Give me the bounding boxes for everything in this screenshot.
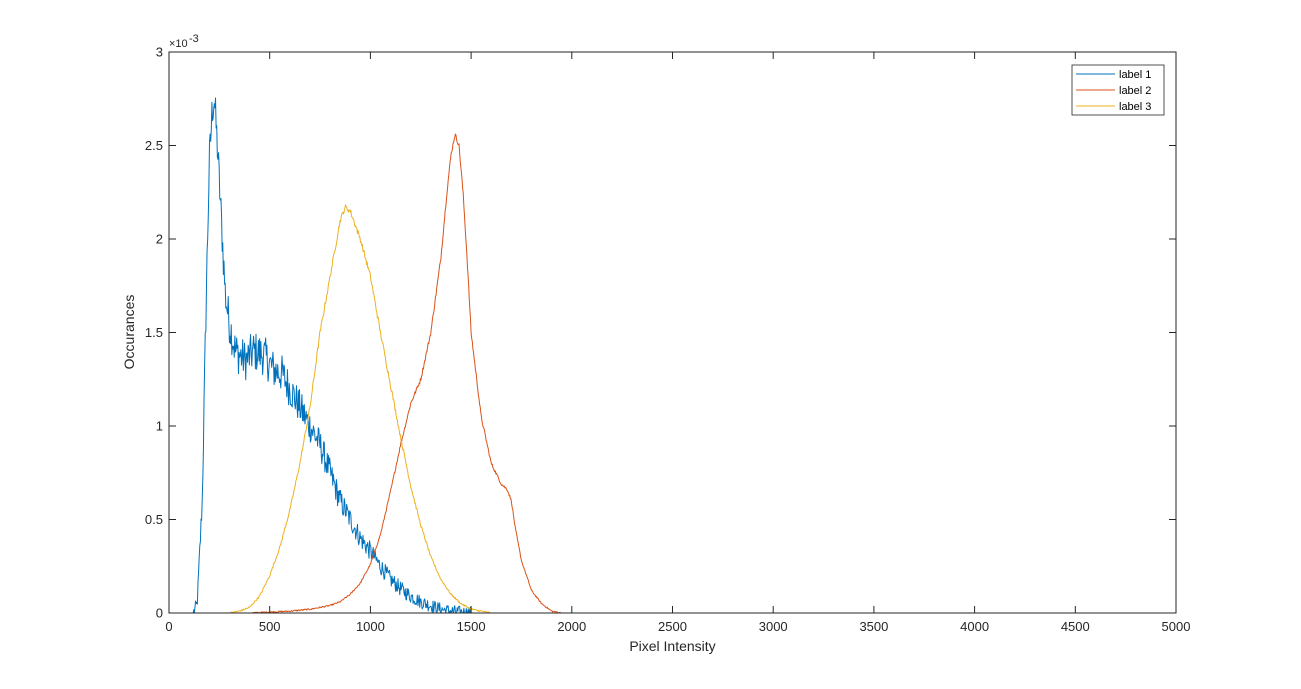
x-tick-label: 2000: [557, 619, 586, 634]
x-tick-label: 4500: [1061, 619, 1090, 634]
axes-box: [168, 51, 1177, 614]
y-exponent-power: -3: [189, 33, 199, 45]
y-tick-label: 1.5: [145, 325, 163, 340]
x-tick-label: 3000: [759, 619, 788, 634]
x-axis-label: Pixel Intensity: [629, 638, 715, 654]
y-tick-label: 1: [156, 419, 163, 434]
legend[interactable]: label 1 label 2 label 3: [1071, 64, 1165, 116]
y-tick-label: 2.5: [145, 138, 163, 153]
x-tick-label: 3500: [859, 619, 888, 634]
y-axis-ticks: 0 0.5 1 1.5 2 2.5 3: [145, 45, 1176, 621]
legend-entry-label-3: label 3: [1119, 101, 1151, 113]
x-tick-label: 500: [259, 619, 281, 634]
y-axis-label: Occurances: [121, 295, 137, 370]
y-tick-label: 0: [156, 606, 163, 621]
y-tick-label: 2: [156, 232, 163, 247]
legend-entry-label-1: label 1: [1119, 69, 1151, 81]
y-tick-label: 3: [156, 45, 163, 60]
plot-area: [169, 52, 1176, 613]
x-tick-label: 4000: [960, 619, 989, 634]
legend-entry-label-2: label 2: [1119, 85, 1151, 97]
x-tick-label: 1000: [356, 619, 385, 634]
x-tick-label: 1500: [457, 619, 486, 634]
x-tick-label: 2500: [658, 619, 687, 634]
y-exponent-base: ×10: [169, 38, 188, 50]
x-axis-ticks: 0 500 1000 1500 2000 2500 3000 3500 4000 4500 5000: [165, 52, 1190, 634]
x-tick-label: 0: [165, 619, 172, 634]
y-tick-label: 0.5: [145, 512, 163, 527]
x-tick-label: 5000: [1162, 619, 1191, 634]
